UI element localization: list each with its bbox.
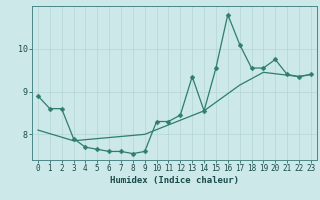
X-axis label: Humidex (Indice chaleur): Humidex (Indice chaleur) xyxy=(110,176,239,185)
